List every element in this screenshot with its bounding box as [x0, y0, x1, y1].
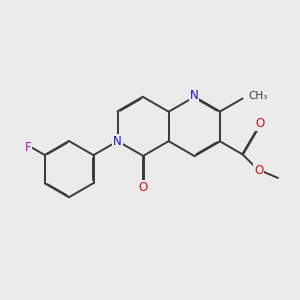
Text: N: N [113, 135, 122, 148]
Text: F: F [25, 141, 31, 154]
Text: O: O [139, 181, 148, 194]
Text: CH₃: CH₃ [248, 91, 267, 100]
Text: O: O [254, 164, 263, 177]
Text: O: O [256, 117, 265, 130]
Text: N: N [190, 89, 199, 102]
